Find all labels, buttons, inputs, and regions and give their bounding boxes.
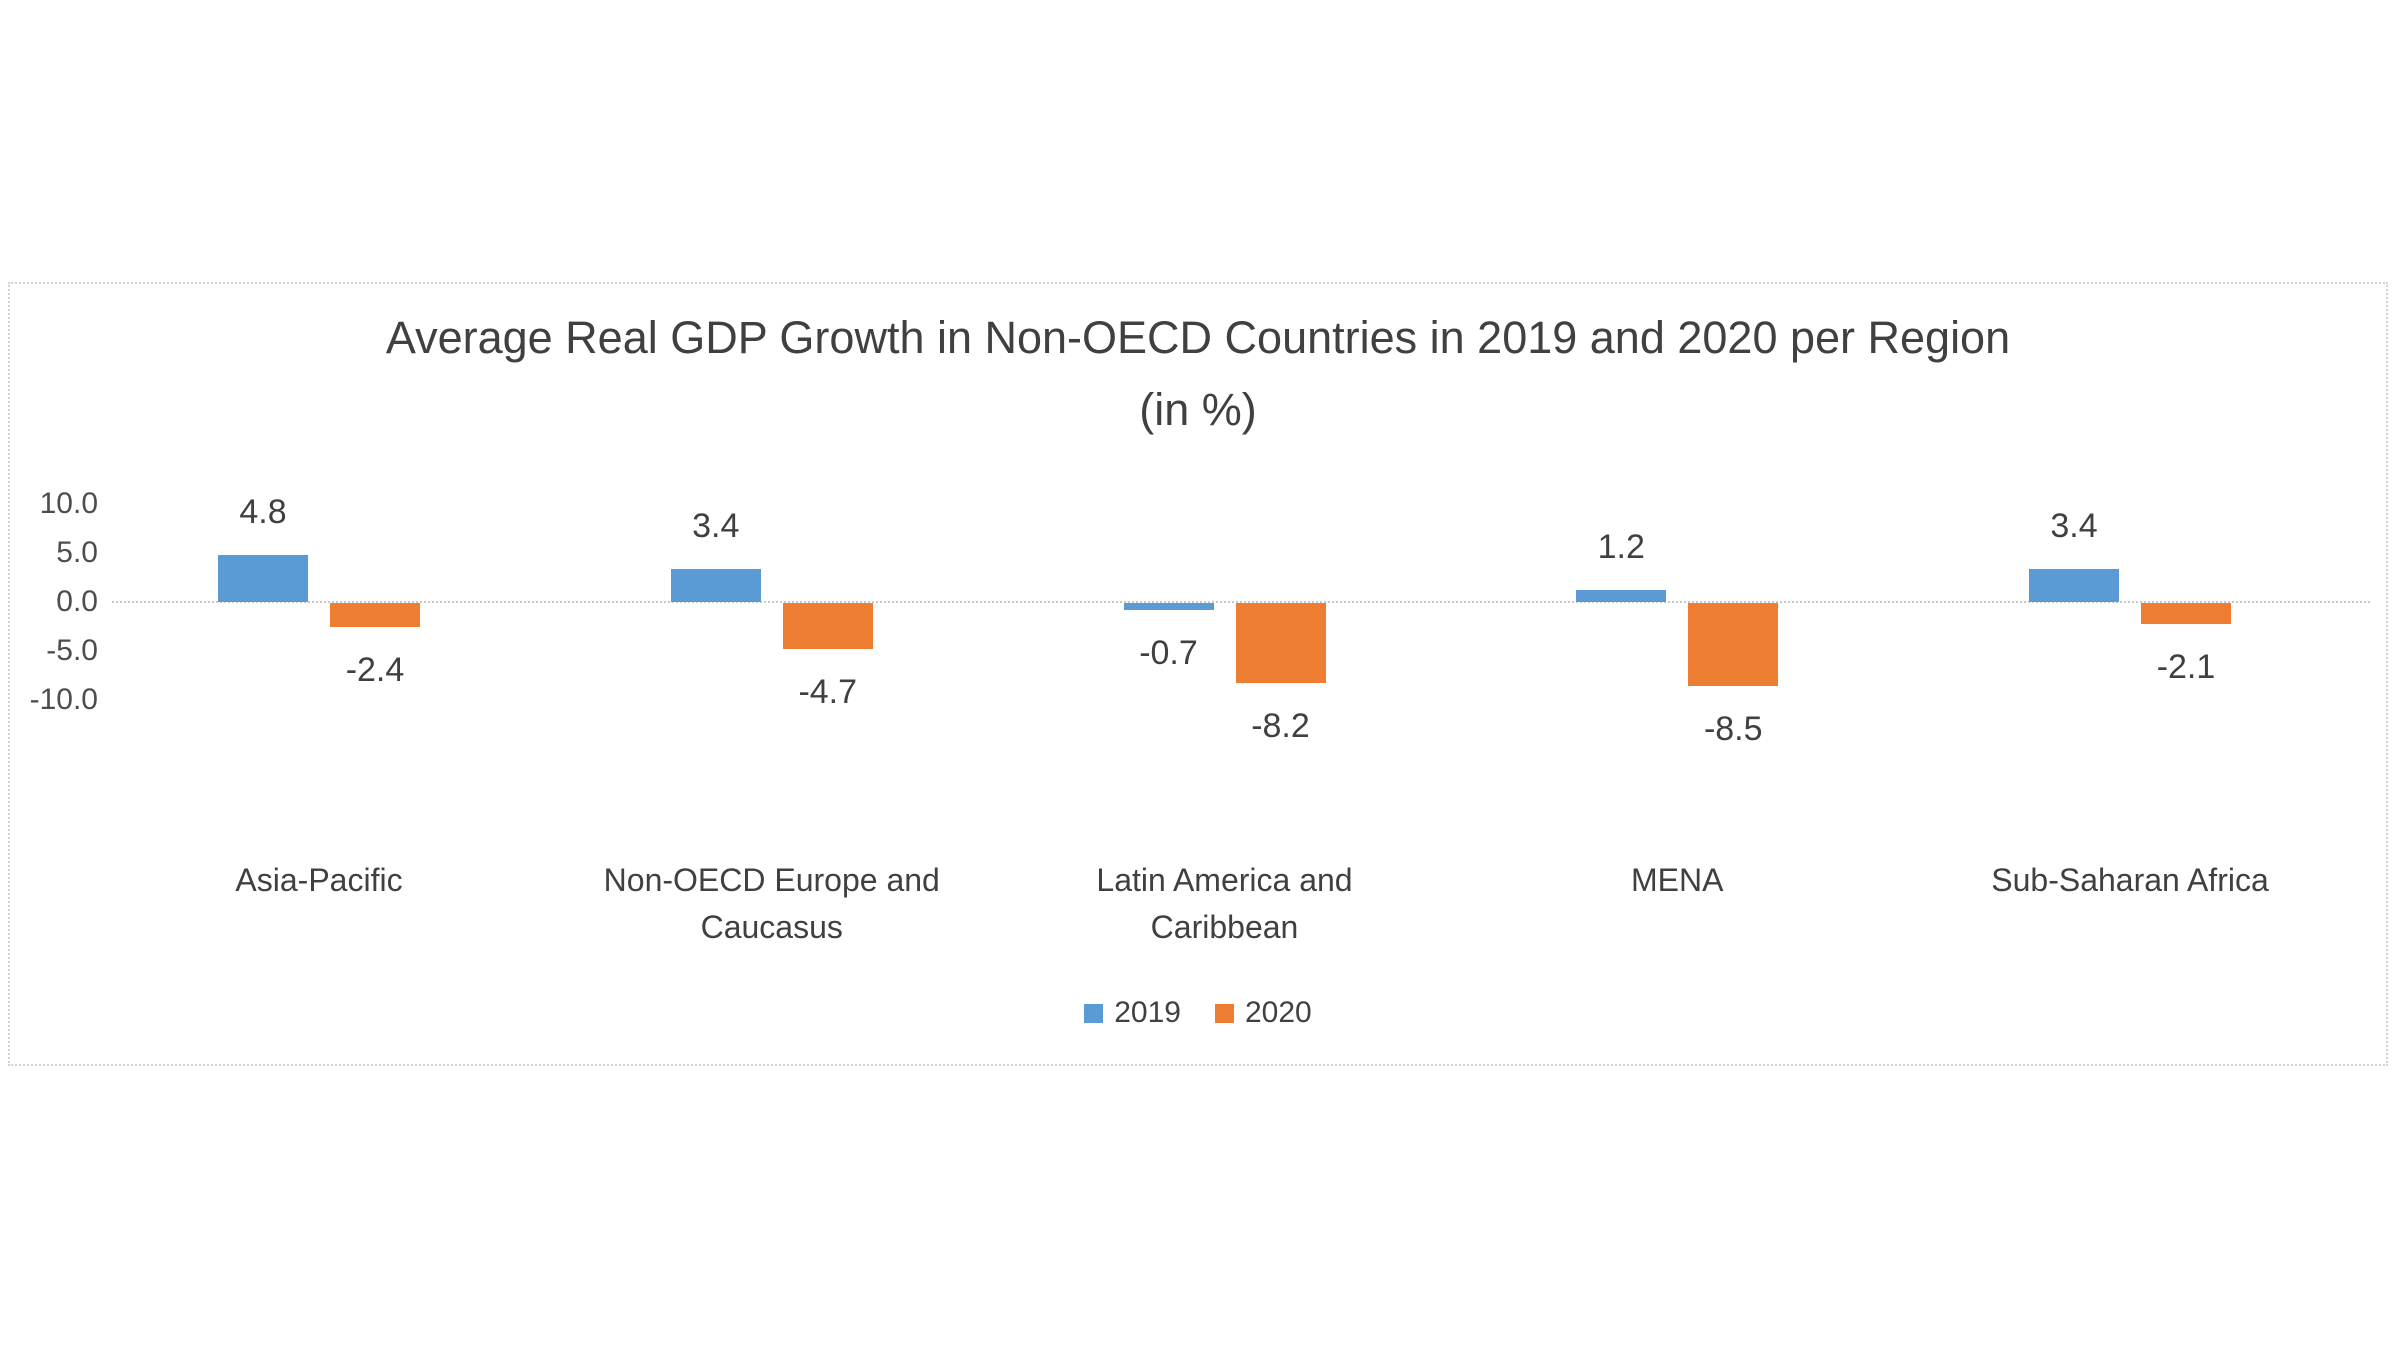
bar-value-label-2020-non-oecd-europe-and-caucasus: -4.7: [798, 673, 858, 712]
bar-2020-mena: [1688, 603, 1779, 687]
bar-value-label-2019-non-oecd-europe-and-caucasus: 3.4: [692, 506, 740, 545]
bar-value-label-2020-latin-america-and-caribbean: -8.2: [1251, 707, 1310, 746]
bar-value-label-2020-sub-saharan-africa: -2.1: [2156, 647, 2216, 686]
bar-value-label-2020-asia-pacific: -2.4: [345, 650, 405, 689]
legend-item-2020: 2020: [1215, 996, 1312, 1030]
legend-label-2020: 2020: [1245, 996, 1312, 1029]
legend-swatch-2019: [1084, 1003, 1104, 1023]
chart-frame: Average Real GDP Growth in Non-OECD Coun…: [8, 282, 2388, 1066]
y-axis-tick-label: 10.0: [39, 487, 98, 520]
bar-value-label-2019-asia-pacific: 4.8: [239, 492, 287, 531]
y-axis-tick-label: -10.0: [29, 683, 98, 716]
category-label-asia-pacific: Asia-Pacific: [235, 862, 403, 898]
category-label-mena: MENA: [1631, 862, 1724, 898]
bar-2020-sub-saharan-africa: [2141, 603, 2231, 624]
bar-value-label-2019-mena: 1.2: [1597, 528, 1645, 567]
bar-2020-non-oecd-europe-and-caucasus: [782, 603, 873, 650]
legend-item-2019: 2019: [1084, 996, 1181, 1030]
legend-label-2019: 2019: [1114, 996, 1181, 1029]
bar-2020-asia-pacific: [330, 603, 420, 627]
bar-value-label-2019-latin-america-and-caribbean: -0.7: [1139, 633, 1198, 672]
bar-2019-sub-saharan-africa: [2029, 568, 2119, 602]
bar-2020-latin-america-and-caribbean: [1235, 603, 1326, 684]
bar-2019-latin-america-and-caribbean: [1123, 603, 1214, 610]
bar-value-label-2020-mena: -8.5: [1703, 710, 1763, 749]
category-label-non-oecd-europe-and-caucasus: Non-OECD Europe and Caucasus: [603, 862, 940, 945]
bar-2019-asia-pacific: [218, 554, 308, 602]
y-axis-tick-label: 0.0: [56, 585, 98, 618]
category-label-sub-saharan-africa: Sub-Saharan Africa: [1991, 862, 2269, 898]
category-label-latin-america-and-caribbean: Latin America and Caribbean: [1096, 862, 1353, 945]
y-axis-tick-label: -5.0: [46, 634, 98, 667]
y-axis-tick-label: 5.0: [56, 536, 98, 569]
legend-swatch-2020: [1215, 1003, 1234, 1023]
plot-area: 10.0 5.0 0.0 -5.0 -10.0 Asia-Pacific 4.8 -2.4 No…: [10, 284, 2386, 1064]
x-axis-zero-line: [112, 601, 2370, 603]
bar-2019-mena: [1576, 590, 1667, 602]
legend: 2019 2020: [10, 996, 2386, 1030]
chart-title: Average Real GDP Growth in Non-OECD Coun…: [385, 312, 2011, 435]
bar-value-label-2019-sub-saharan-africa: 3.4: [2050, 506, 2098, 545]
bar-2019-non-oecd-europe-and-caucasus: [670, 568, 761, 602]
